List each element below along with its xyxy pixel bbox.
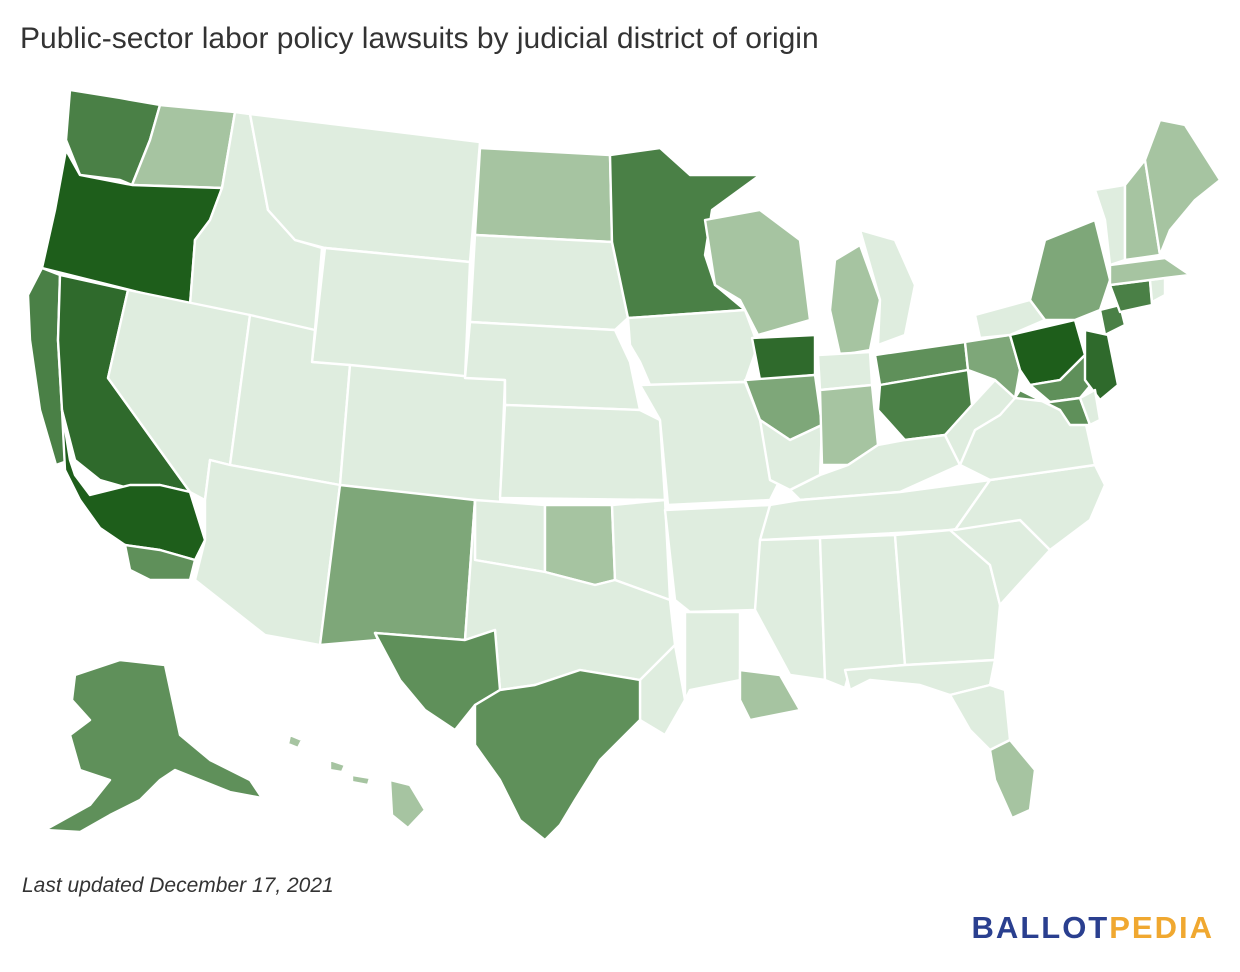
district-region[interactable]: [973, 298, 1047, 340]
district-region[interactable]: [318, 483, 477, 647]
district-region[interactable]: [703, 208, 812, 337]
district-region[interactable]: [543, 503, 617, 587]
district-region[interactable]: [858, 228, 917, 347]
district-region[interactable]: [738, 668, 802, 722]
district-region[interactable]: [1078, 388, 1102, 427]
district-region[interactable]: [1143, 118, 1222, 257]
district-region[interactable]: [193, 458, 342, 647]
district-region[interactable]: [753, 536, 827, 682]
logo-part-pedia: PEDIA: [1109, 910, 1214, 945]
district-region[interactable]: [943, 378, 1017, 467]
district-region[interactable]: [498, 403, 667, 502]
district-region[interactable]: [948, 683, 1012, 752]
district-region[interactable]: [608, 146, 762, 320]
district-region[interactable]: [123, 543, 197, 582]
district-region[interactable]: [473, 668, 642, 840]
district-region[interactable]: [626, 308, 760, 387]
district-region[interactable]: [816, 350, 874, 392]
district-region[interactable]: [988, 738, 1037, 820]
logo-part-ballot: BALLOT: [971, 910, 1110, 945]
district-region[interactable]: [1083, 328, 1120, 402]
district-region[interactable]: [1098, 303, 1127, 337]
page-title: Public-sector labor policy lawsuits by j…: [20, 22, 819, 55]
district-region[interactable]: [338, 363, 507, 507]
district-region[interactable]: [1013, 388, 1092, 427]
district-region[interactable]: [43, 658, 264, 834]
us-district-map: [0, 80, 1240, 840]
district-region[interactable]: [473, 146, 614, 244]
district-region[interactable]: [310, 246, 472, 380]
district-region[interactable]: [468, 233, 630, 332]
last-updated-note: Last updated December 17, 2021: [22, 874, 334, 897]
district-region[interactable]: [828, 243, 882, 357]
map-svg: [26, 88, 1222, 840]
district-region[interactable]: [1108, 256, 1192, 287]
district-region[interactable]: [286, 733, 427, 830]
district-region[interactable]: [663, 503, 772, 614]
district-region[interactable]: [683, 610, 742, 702]
district-region[interactable]: [750, 333, 817, 382]
district-region[interactable]: [1148, 276, 1167, 304]
ballotpedia-logo: BALLOTPEDIA: [972, 910, 1214, 946]
district-region[interactable]: [1093, 183, 1127, 267]
district-region[interactable]: [1028, 218, 1112, 322]
